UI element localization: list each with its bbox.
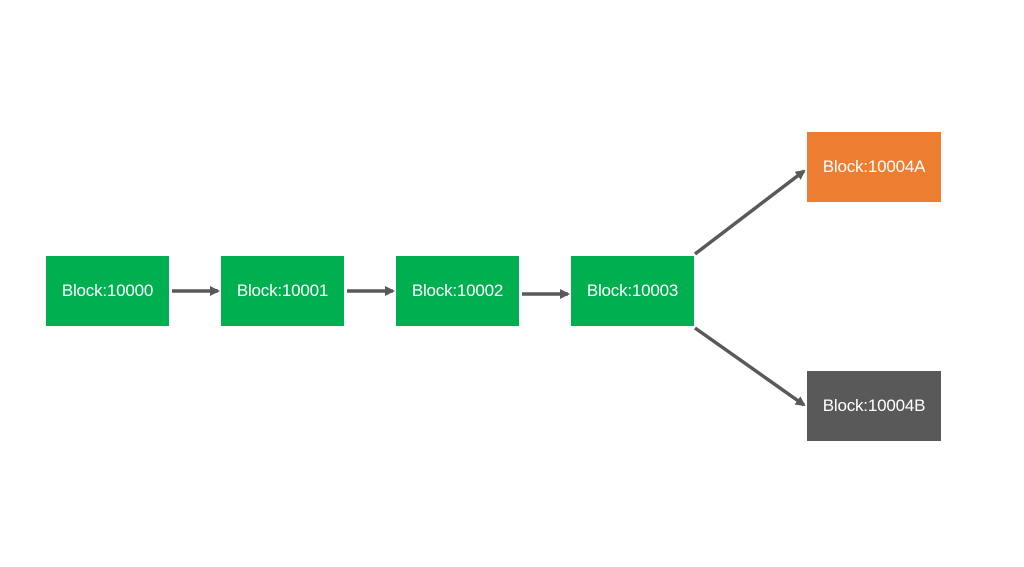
edge-b3-b4b: [693, 326, 806, 407]
block-10002: Block:10002: [396, 256, 519, 326]
block-10001: Block:10001: [221, 256, 344, 326]
block-10004b: Block:10004B: [807, 371, 941, 441]
block-10004a: Block:10004A: [807, 132, 941, 202]
edge-b3-b4a: [693, 169, 806, 256]
block-10003: Block:10003: [571, 256, 694, 326]
block-10000: Block:10000: [46, 256, 169, 326]
